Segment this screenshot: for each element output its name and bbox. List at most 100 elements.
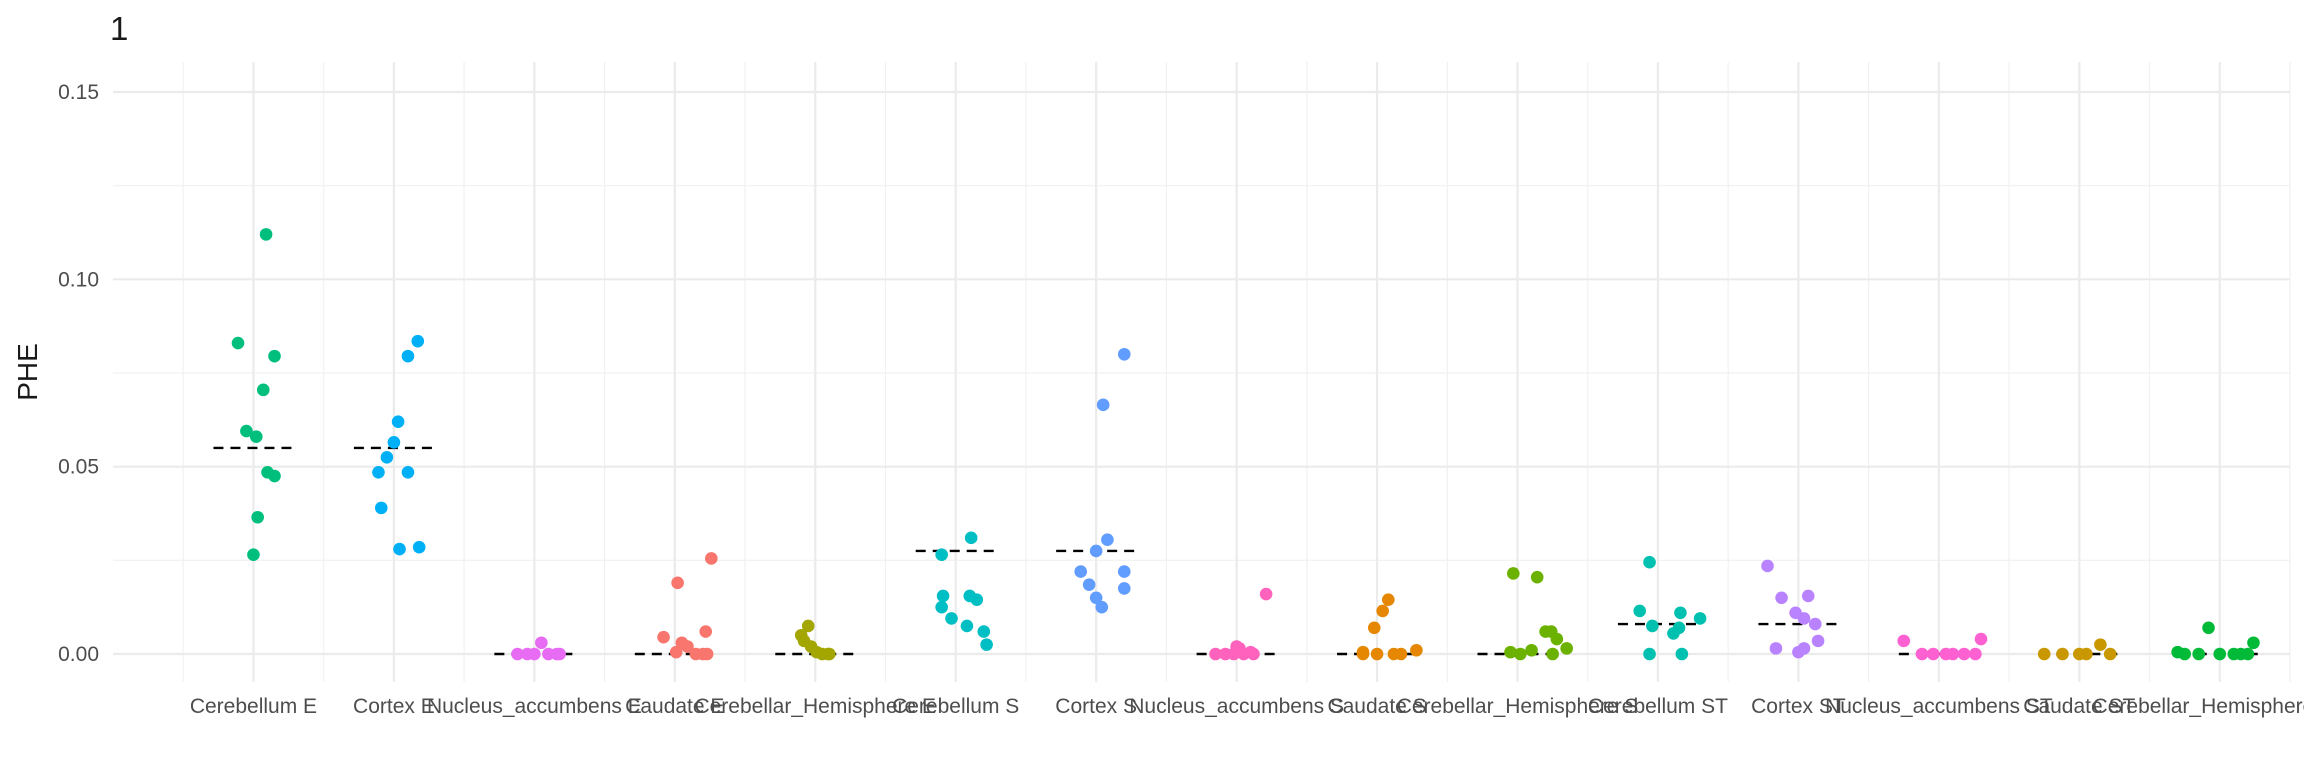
data-point	[2056, 647, 2069, 661]
data-point	[1693, 612, 1707, 625]
data-point	[1969, 647, 1982, 661]
data-point	[256, 383, 270, 397]
x-tick-label: Cerebellar_Hemisphere E	[694, 695, 936, 718]
data-point	[1808, 617, 1822, 631]
data-point	[705, 552, 718, 565]
data-point	[2241, 647, 2255, 661]
data-point	[1394, 647, 1408, 661]
data-point	[1957, 647, 1971, 661]
x-tick-label: Caudate S	[1327, 695, 1426, 718]
data-point	[380, 451, 394, 464]
data-point	[240, 424, 253, 438]
data-point	[1633, 604, 1647, 618]
data-point	[823, 647, 836, 661]
data-point	[935, 600, 948, 614]
data-point	[391, 415, 405, 429]
x-tick-label: Caudate E	[625, 695, 724, 718]
data-point	[374, 501, 388, 515]
y-tick-label: 0.05	[58, 456, 99, 479]
data-point	[1089, 591, 1103, 605]
data-point	[1376, 604, 1389, 618]
data-point	[1530, 570, 1544, 584]
data-point	[1117, 347, 1131, 361]
data-point	[1792, 645, 1805, 659]
data-point	[387, 436, 401, 449]
x-tick-label: Cerebellum ST	[1588, 695, 1728, 718]
y-tick-label: 0.10	[58, 268, 99, 291]
data-point	[1926, 647, 1940, 661]
data-point	[671, 576, 684, 590]
data-point	[964, 531, 978, 545]
data-point	[1674, 606, 1687, 620]
data-point	[1974, 632, 1988, 646]
data-point	[251, 510, 264, 524]
x-tick-label: Nucleus_accumbens S	[1129, 695, 1344, 718]
data-point	[401, 465, 415, 479]
data-point	[977, 625, 991, 638]
y-axis-title: PHE	[12, 343, 43, 401]
x-tick-label: Nucleus_accumbens ST	[1825, 695, 2053, 718]
data-point	[681, 640, 694, 653]
data-point	[1101, 533, 1114, 547]
data-point	[700, 647, 714, 661]
data-point	[249, 430, 263, 443]
data-point	[231, 336, 245, 350]
data-point	[1811, 634, 1825, 648]
data-point	[1117, 582, 1131, 595]
x-tick-label: Cortex ST	[1751, 695, 1846, 718]
x-tick-label: Cerebellum S	[892, 695, 1019, 718]
data-point	[935, 548, 948, 562]
data-point	[960, 619, 974, 633]
data-point	[1915, 647, 1929, 661]
data-point	[1646, 619, 1659, 633]
data-point	[801, 619, 815, 633]
x-tick-label: Cortex S	[1055, 695, 1137, 718]
data-point	[1643, 555, 1656, 569]
data-point	[1560, 642, 1573, 655]
data-point	[669, 645, 683, 659]
data-point	[2202, 621, 2215, 635]
data-point	[945, 612, 958, 625]
data-point	[1367, 621, 1381, 635]
data-point	[1117, 565, 1131, 578]
data-point	[412, 540, 426, 554]
data-point	[980, 638, 993, 651]
y-axis-ticks: 0.00 0.05 0.10 0.15	[58, 81, 99, 666]
data-point	[1550, 632, 1564, 646]
x-tick-label: Cerebellar_Hemisphere S	[1397, 695, 1639, 718]
data-point	[1514, 647, 1527, 661]
data-point	[657, 630, 670, 644]
data-point	[1356, 647, 1370, 661]
x-tick-label: Cortex E	[353, 695, 435, 718]
data-point	[528, 647, 541, 661]
data-point	[1643, 647, 1656, 661]
data-point	[2037, 647, 2051, 661]
data-point	[1507, 567, 1520, 580]
data-point	[1761, 559, 1774, 573]
data-point	[1209, 647, 1222, 661]
data-point	[1946, 647, 1960, 661]
data-point	[1667, 627, 1680, 640]
data-point	[1370, 647, 1384, 661]
data-point	[1546, 647, 1559, 661]
data-point	[259, 228, 273, 241]
data-point	[268, 349, 281, 363]
data-point	[699, 625, 713, 638]
data-point	[1082, 578, 1096, 591]
data-point	[1227, 647, 1241, 661]
x-tick-label: Cerebellum E	[190, 695, 317, 718]
data-point	[2094, 638, 2107, 651]
data-point	[2192, 647, 2206, 661]
data-point	[535, 636, 548, 650]
data-point	[2213, 647, 2227, 661]
data-points	[231, 228, 2260, 661]
data-point	[372, 465, 385, 479]
data-point	[1410, 643, 1423, 657]
data-point	[2103, 647, 2117, 661]
data-point	[1259, 587, 1273, 601]
data-point	[1247, 647, 1260, 661]
data-point	[1769, 642, 1783, 655]
data-point	[1382, 593, 1395, 606]
